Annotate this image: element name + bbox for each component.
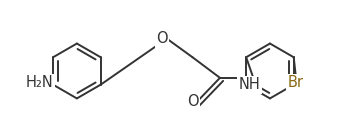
Text: Br: Br xyxy=(288,75,304,90)
Text: H₂N: H₂N xyxy=(26,75,53,90)
Text: NH: NH xyxy=(239,77,260,92)
Text: O: O xyxy=(156,31,168,46)
Text: O: O xyxy=(187,94,198,109)
